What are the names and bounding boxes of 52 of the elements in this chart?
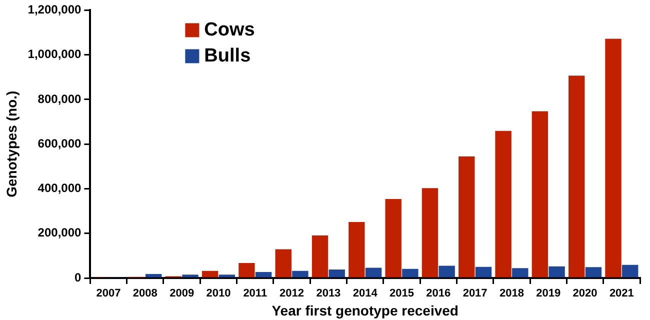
bar — [182, 274, 198, 278]
y-tick-label: 200,000 — [38, 226, 82, 240]
y-tick-label: 600,000 — [38, 136, 82, 150]
y-tick-label: 1,200,000 — [28, 2, 82, 17]
bar — [146, 274, 162, 278]
bar — [255, 272, 272, 278]
bar — [238, 263, 255, 278]
bar — [348, 222, 365, 278]
bar — [422, 188, 438, 278]
x-tick-label: 2019 — [536, 288, 561, 300]
x-tick-label: 2007 — [96, 288, 121, 300]
bar — [622, 264, 638, 278]
bar — [512, 268, 528, 278]
x-tick-label: 2017 — [462, 288, 488, 300]
x-tick-label: 2014 — [352, 288, 378, 300]
bar — [202, 270, 218, 278]
bar — [328, 270, 345, 278]
bar — [218, 274, 235, 278]
bar — [585, 267, 602, 278]
x-tick-label: 2012 — [280, 288, 304, 300]
y-tick-label: 800,000 — [38, 92, 82, 106]
x-tick-label: 2010 — [206, 288, 231, 300]
bar — [275, 249, 292, 278]
y-axis-title: Genotypes (no.) — [3, 90, 20, 198]
y-tick-label: 400,000 — [38, 181, 82, 196]
legend-label: Bulls — [204, 45, 251, 66]
x-tick-label: 2018 — [499, 288, 524, 300]
bar — [532, 111, 548, 278]
bar — [292, 270, 308, 278]
bar — [458, 156, 475, 278]
bar — [402, 268, 418, 278]
x-tick-label: 2009 — [170, 288, 194, 300]
x-tick-label: 2021 — [609, 288, 634, 300]
x-tick-label: 2013 — [316, 288, 341, 300]
y-tick-label: 1,000,000 — [28, 47, 82, 62]
y-tick-label: 0 — [74, 270, 82, 284]
legend-label: Cows — [204, 19, 255, 40]
x-tick-label: 2008 — [132, 288, 158, 300]
bar — [605, 38, 622, 278]
x-tick-label: 2011 — [243, 288, 268, 300]
bar — [475, 266, 492, 278]
x-tick-label: 2020 — [572, 288, 598, 300]
bar — [438, 266, 455, 278]
x-axis-title: Year first genotype received — [272, 302, 458, 318]
bar — [495, 130, 512, 278]
bar — [312, 235, 328, 278]
bar — [548, 266, 565, 278]
x-tick-label: 2015 — [390, 288, 414, 300]
x-tick-label: 2016 — [426, 288, 451, 300]
bar — [365, 268, 382, 278]
bar — [385, 199, 402, 278]
bar — [568, 76, 585, 278]
